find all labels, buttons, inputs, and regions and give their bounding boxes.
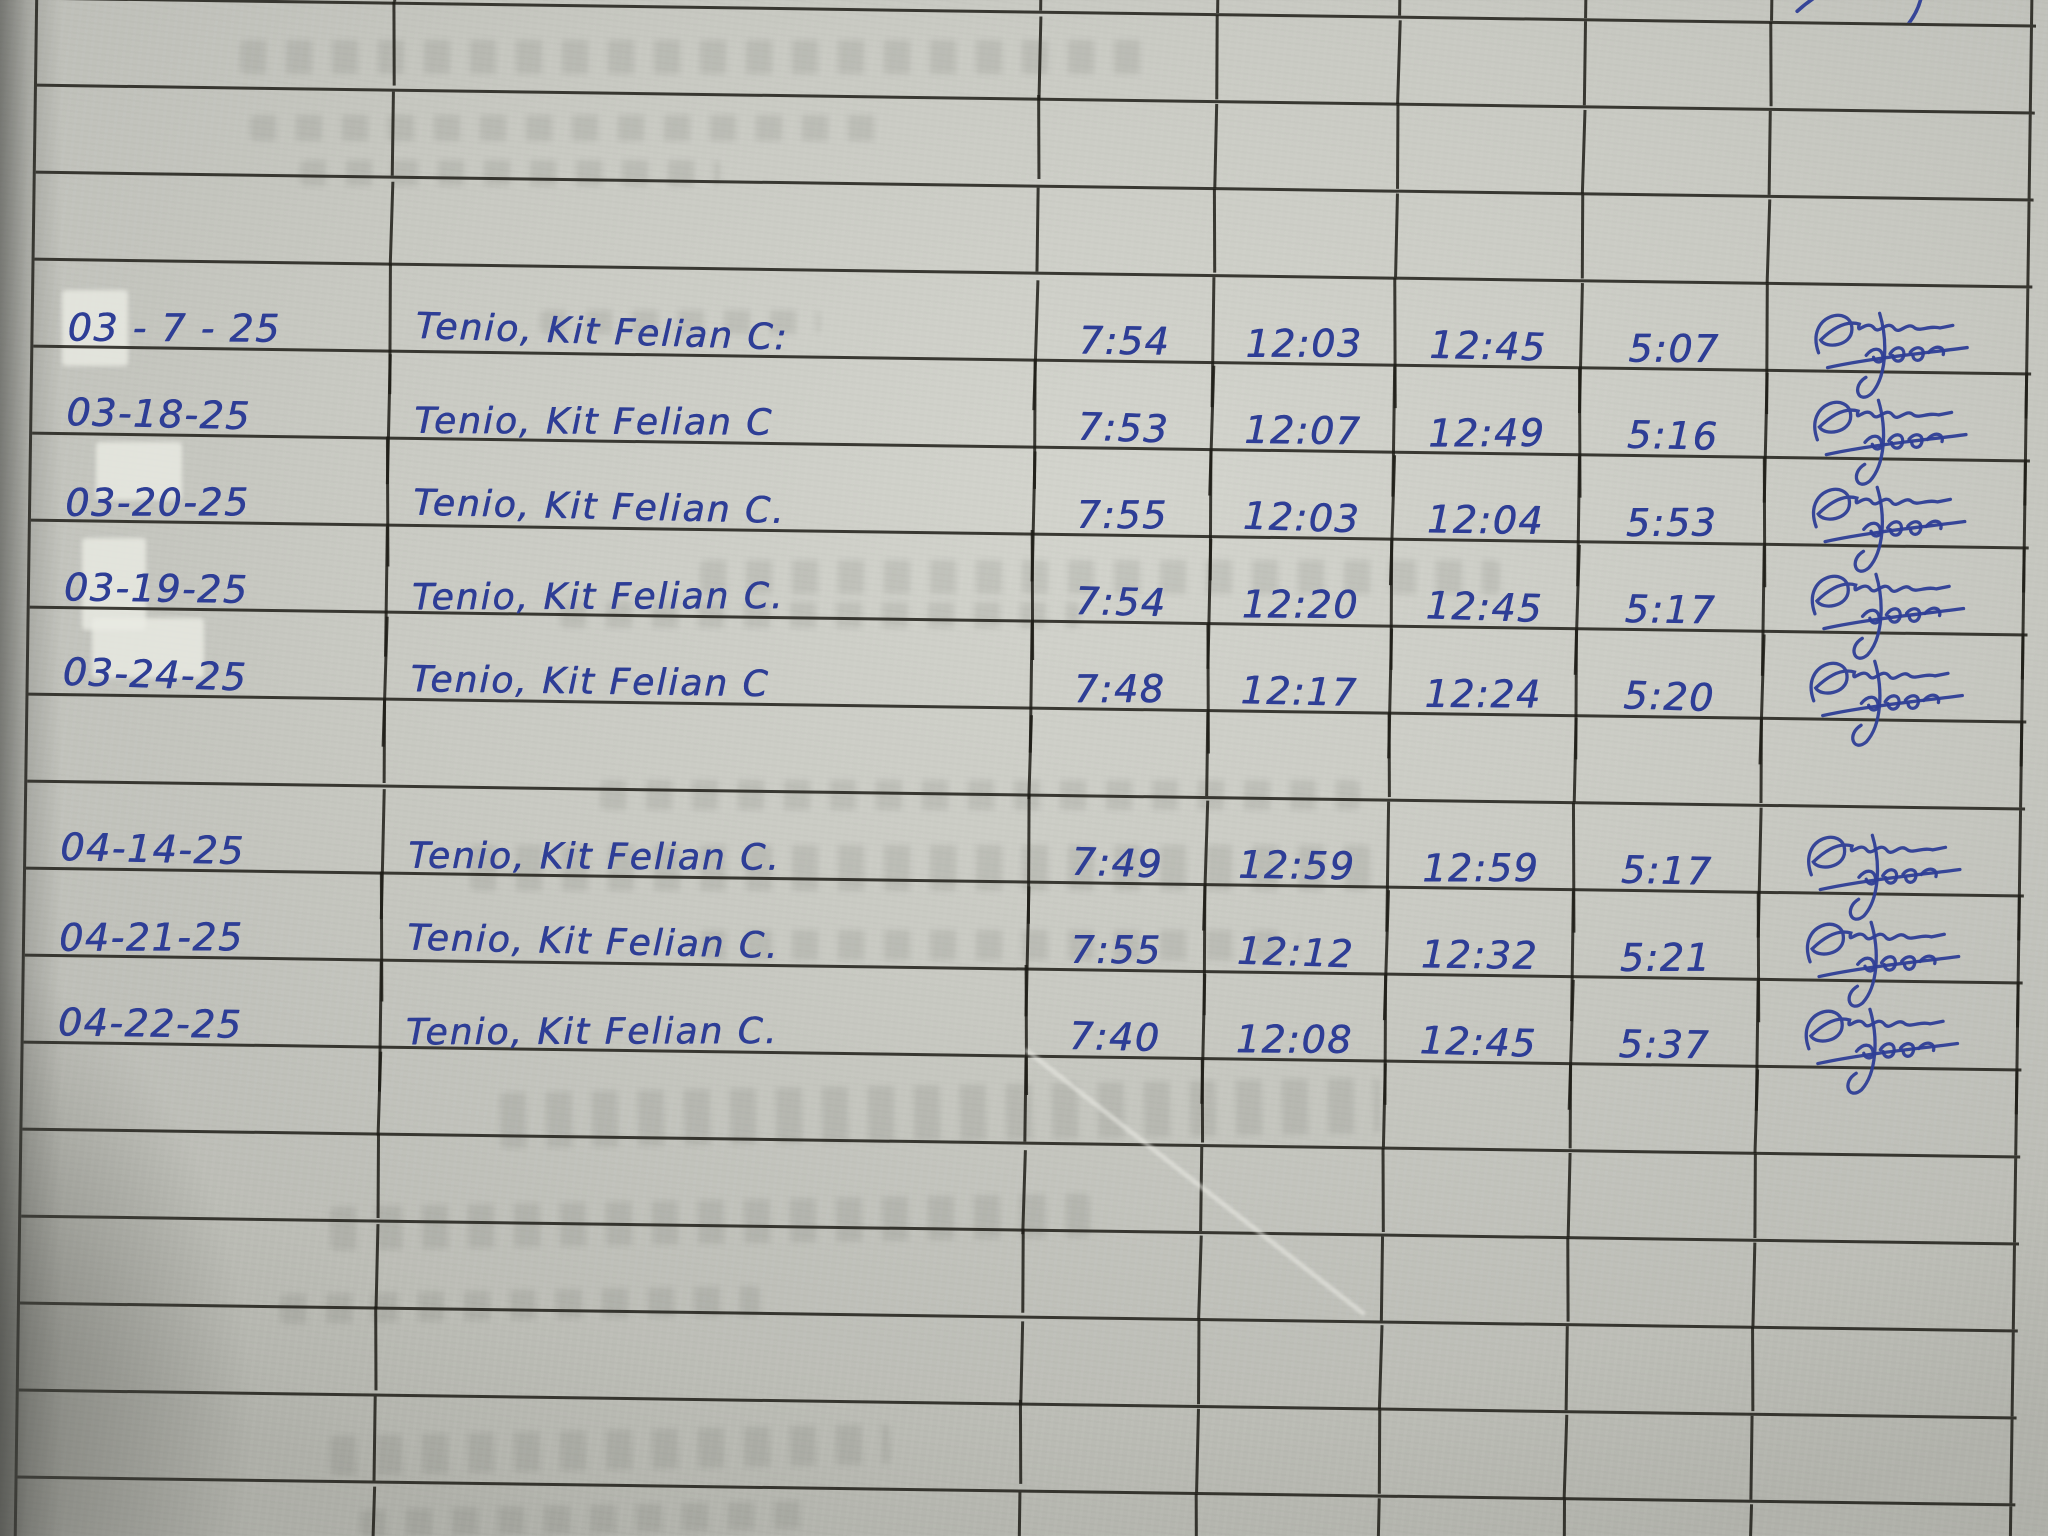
signature-cell	[1757, 1067, 2019, 1156]
time-in-am-cell	[1031, 709, 1210, 797]
date-cell	[19, 1306, 378, 1392]
date-cell	[19, 1216, 380, 1309]
signature-cell	[1771, 23, 2033, 112]
time-out-pm-cell	[1587, 0, 1774, 21]
date-cell	[37, 1, 396, 87]
time-in-pm-cell	[1401, 0, 1588, 19]
time-out-noon-cell	[1217, 103, 1400, 189]
time-out-pm-cell	[1566, 1413, 1754, 1500]
date-cell	[27, 697, 387, 784]
signature-scribble	[1794, 0, 1995, 28]
attendance-table: April 21, 2025 Nuñez, Ella Marie G.	[13, 0, 2037, 1536]
time-out-noon-cell	[1198, 1319, 1384, 1410]
time-out-noon-cell	[1202, 1059, 1387, 1148]
time-in-am-cell	[1023, 1230, 1203, 1320]
time-in-am-cell	[1023, 1319, 1201, 1405]
time-out-noon-cell	[1215, 189, 1399, 278]
time-in-pm-cell	[1389, 713, 1578, 803]
date-cell	[33, 170, 395, 266]
time-in-am-cell	[1039, 99, 1219, 188]
time-out-noon-cell	[1219, 0, 1402, 16]
time-in-am-cell	[1025, 1144, 1204, 1232]
time-in-pm-cell	[1383, 1148, 1572, 1237]
time-in-pm-cell	[1379, 1408, 1569, 1499]
name-cell	[394, 1, 1043, 101]
signature-cell	[1762, 719, 2024, 808]
time-in-pm-cell	[1381, 1323, 1569, 1411]
name-cell	[378, 1129, 1027, 1235]
time-out-pm-cell	[1586, 22, 1773, 107]
time-out-pm-cell	[1568, 1238, 1757, 1327]
signature-cell	[1753, 1328, 2015, 1417]
signature-cell	[1754, 1241, 2016, 1330]
name-cell	[375, 1399, 1023, 1487]
date-cell	[21, 1040, 383, 1136]
name-cell	[374, 1483, 1022, 1536]
time-out-pm-cell	[1570, 1063, 1760, 1154]
time-in-pm-cell	[1385, 1063, 1573, 1149]
signature-cell	[1756, 1154, 2018, 1243]
time-out-noon-cell	[1196, 1494, 1381, 1536]
signature-cell	[1769, 197, 2031, 286]
time-out-pm-cell	[1584, 108, 1772, 195]
time-in-pm-cell	[1383, 1237, 1570, 1323]
name-cell	[394, 95, 1041, 182]
time-out-noon-cell	[1217, 14, 1402, 105]
date-cell	[21, 1132, 380, 1219]
time-out-pm-cell	[1570, 1153, 1757, 1238]
time-out-pm-cell	[1576, 718, 1763, 804]
time-in-am-cell	[1038, 188, 1217, 274]
time-out-noon-cell	[1202, 1148, 1385, 1233]
signature-cell	[1751, 1502, 2013, 1536]
time-in-am-cell	[1021, 1404, 1200, 1493]
time-in-pm-cell	[1397, 193, 1585, 279]
rows-host: 03 - 7 - 25 Tenio, Kit Felian C: 7:54 12…	[15, 0, 2036, 1536]
time-in-pm-cell	[1399, 18, 1588, 106]
time-out-pm-cell	[1582, 193, 1772, 284]
time-in-am-cell	[1042, 0, 1220, 14]
date-cell	[35, 86, 395, 176]
name-cell	[392, 178, 1040, 272]
date-cell	[17, 1391, 377, 1481]
name-cell	[380, 1048, 1028, 1142]
name-cell	[376, 1306, 1025, 1406]
time-in-pm-cell	[1397, 104, 1587, 194]
signature-cell	[1773, 0, 2034, 28]
time-out-pm-cell	[1564, 1498, 1754, 1536]
time-out-pm-cell	[1568, 1327, 1755, 1412]
signature-cell	[1752, 1415, 2014, 1504]
signature-cell	[1770, 110, 2032, 199]
name-cell	[378, 1225, 1025, 1313]
time-in-pm-cell	[1379, 1498, 1567, 1536]
date-cell	[15, 1475, 377, 1536]
time-out-noon-cell	[1198, 1408, 1382, 1494]
time-in-am-cell	[1020, 1493, 1198, 1536]
time-out-noon-cell	[1208, 713, 1391, 798]
time-in-am-cell	[1041, 14, 1219, 100]
